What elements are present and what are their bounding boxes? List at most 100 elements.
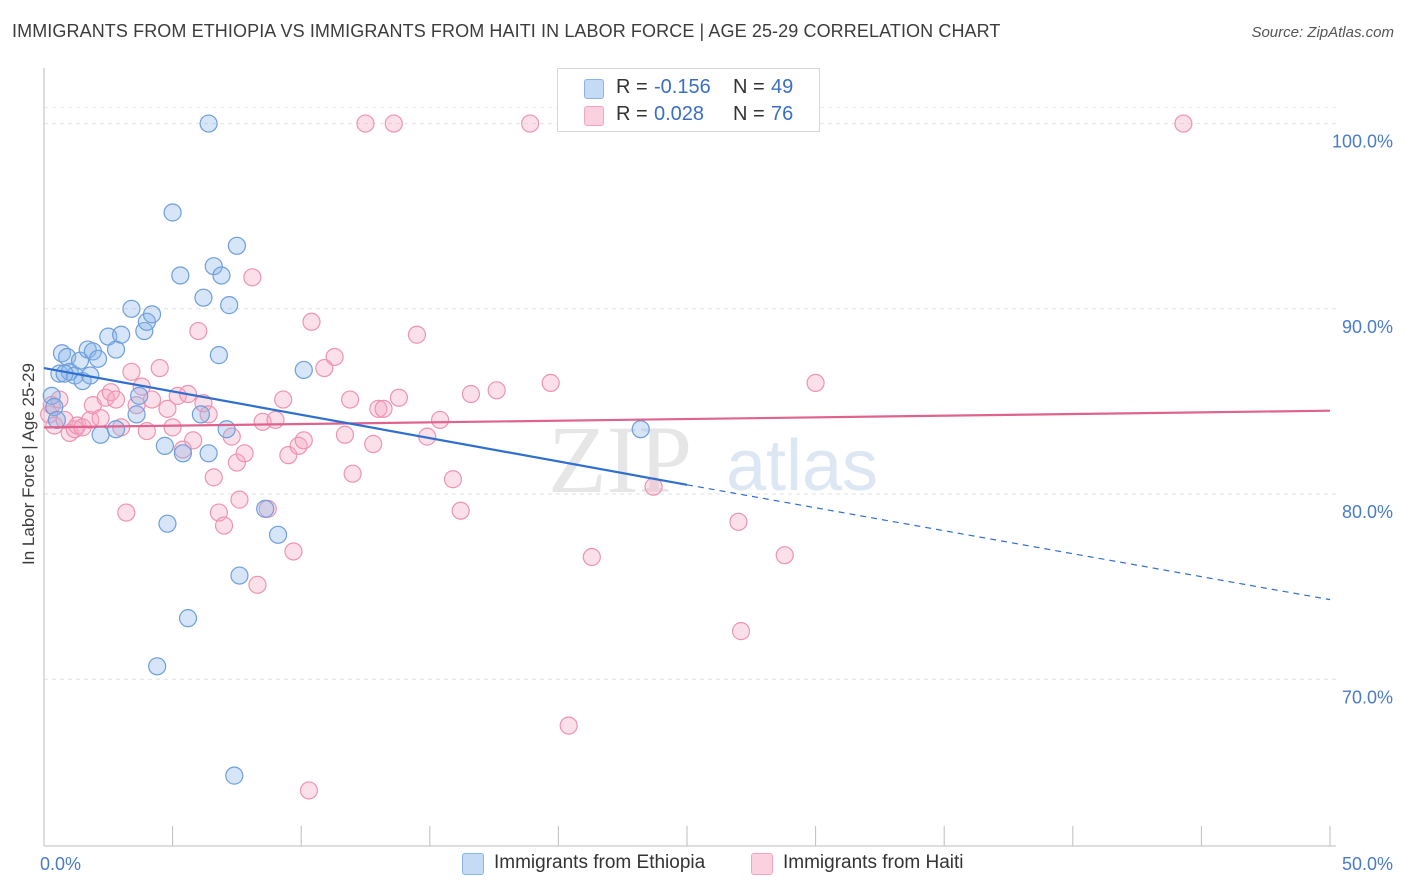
bottom-haiti-swatch — [751, 853, 773, 875]
y-tick-label-3: 100.0% — [1332, 132, 1393, 152]
ethiopia-n-value: 49 — [771, 76, 794, 98]
haiti-point-60 — [389, 388, 409, 407]
haiti-n-label: N = — [733, 103, 765, 125]
x-tick-label-1: 50.0% — [1342, 854, 1393, 874]
watermark: ZIP atlas — [548, 406, 878, 513]
ethiopia-point-18 — [122, 299, 141, 318]
legend-row-haiti: R = 0.028 N = 76 — [558, 101, 819, 129]
haiti-point-29 — [189, 321, 208, 341]
haiti-point-63 — [430, 410, 450, 430]
haiti-point-50 — [315, 358, 334, 378]
ethiopia-point-23 — [142, 305, 162, 324]
haiti-swatch — [584, 106, 604, 126]
haiti-point-76 — [806, 373, 825, 393]
haiti-point-32 — [204, 468, 223, 487]
y-tick-label-1: 80.0% — [1342, 502, 1393, 522]
haiti-point-30 — [194, 394, 213, 413]
ethiopia-point-38 — [217, 420, 236, 439]
ethiopia-point-25 — [155, 436, 174, 455]
haiti-point-46 — [284, 542, 303, 561]
ethiopia-point-29 — [173, 444, 192, 463]
haiti-point-37 — [230, 490, 249, 509]
ethiopia-point-37 — [212, 266, 231, 285]
haiti-point-40 — [248, 575, 267, 594]
haiti-point-39 — [243, 268, 262, 287]
haiti-point-68 — [521, 114, 540, 133]
ethiopia-point-44 — [268, 525, 288, 544]
ethiopia-point-35 — [204, 257, 223, 276]
haiti-point-24 — [163, 418, 182, 437]
ethiopia-point-33 — [199, 114, 218, 133]
haiti-r-label: R = — [616, 103, 648, 125]
source-label: Source: ZipAtlas.com — [1251, 24, 1394, 41]
haiti-point-64 — [443, 470, 463, 489]
haiti-point-34 — [214, 516, 234, 535]
ethiopia-point-20 — [130, 386, 149, 405]
ethiopia-point-41 — [227, 236, 246, 255]
axes — [43, 68, 1336, 847]
haiti-point-78 — [299, 781, 319, 800]
ethiopia-point-12 — [88, 349, 108, 368]
bottom-ethiopia-label: Immigrants from Ethiopia — [494, 852, 706, 873]
haiti-point-75 — [775, 546, 794, 565]
ethiopia-point-0 — [42, 386, 61, 405]
haiti-point-16 — [117, 503, 136, 522]
ethiopia-trend-extension — [686, 484, 1331, 601]
y-axis-label: In Labor Force | Age 25-29 — [19, 363, 38, 565]
haiti-point-55 — [356, 114, 375, 133]
haiti-point-65 — [451, 501, 470, 520]
haiti-point-48 — [294, 431, 313, 450]
haiti-point-38 — [235, 444, 254, 463]
ethiopia-point-30 — [178, 609, 198, 628]
ethiopia-trend-line — [43, 367, 688, 486]
haiti-point-51 — [325, 347, 344, 367]
grid-lines — [44, 107, 1336, 680]
ethiopia-n-label: N = — [733, 76, 765, 98]
ethiopia-points — [42, 114, 650, 785]
ethiopia-point-46 — [631, 420, 650, 439]
haiti-point-22 — [150, 358, 169, 378]
haiti-point-69 — [541, 373, 560, 393]
haiti-trend-line — [43, 409, 1331, 429]
haiti-r-value: 0.028 — [654, 103, 705, 125]
legend-row-ethiopia: R = -0.156 N = 49 — [558, 74, 819, 102]
haiti-point-58 — [374, 399, 393, 418]
haiti-point-11 — [91, 409, 110, 428]
haiti-point-44 — [274, 390, 293, 409]
ethiopia-swatch — [584, 79, 604, 99]
haiti-point-54 — [343, 464, 362, 483]
haiti-point-31 — [199, 405, 218, 424]
ethiopia-point-43 — [256, 499, 275, 518]
ethiopia-r-label: R = — [616, 76, 648, 98]
y-tick-label-0: 70.0% — [1342, 687, 1393, 707]
correlation-legend: R = -0.156 N = 49 R = 0.028 N = 76 — [557, 68, 820, 132]
watermark-atlas: atlas — [726, 426, 878, 506]
haiti-point-59 — [384, 114, 403, 133]
watermark-zip: ZIP — [548, 406, 692, 513]
haiti-point-43 — [266, 410, 285, 430]
x-tick-labels: 0.0% 50.0% — [40, 854, 1393, 874]
ethiopia-point-24 — [148, 657, 167, 676]
haiti-point-66 — [461, 384, 481, 404]
ethiopia-point-28 — [171, 266, 190, 285]
ethiopia-point-47 — [47, 410, 66, 430]
haiti-point-23 — [158, 399, 177, 418]
haiti-point-77 — [1174, 114, 1193, 133]
haiti-point-14 — [106, 390, 126, 409]
haiti-point-73 — [729, 512, 748, 531]
ethiopia-point-36 — [209, 346, 228, 365]
haiti-point-67 — [487, 381, 506, 400]
haiti-point-53 — [340, 390, 360, 409]
haiti-point-17 — [122, 362, 141, 381]
haiti-point-45 — [279, 446, 298, 465]
ethiopia-point-27 — [163, 203, 182, 222]
bottom-haiti-label: Immigrants from Haiti — [783, 852, 964, 873]
haiti-point-47 — [289, 436, 308, 455]
chart-title: IMMIGRANTS FROM ETHIOPIA VS IMMIGRANTS F… — [12, 21, 1001, 41]
ethiopia-point-40 — [225, 766, 244, 785]
haiti-points — [40, 114, 1193, 800]
haiti-point-56 — [364, 434, 383, 454]
haiti-point-52 — [335, 425, 355, 444]
haiti-point-36 — [227, 453, 246, 472]
